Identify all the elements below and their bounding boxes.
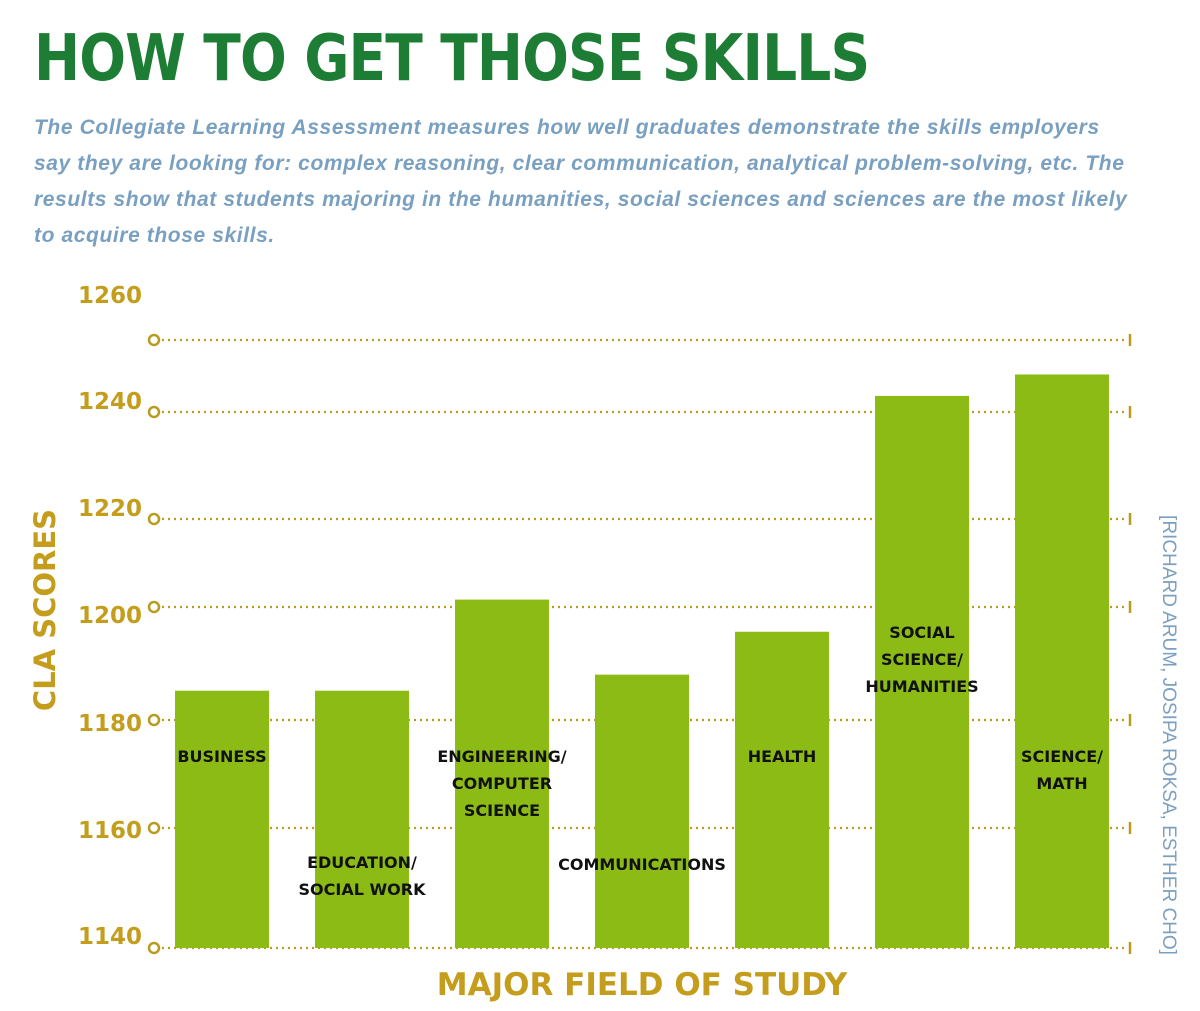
y-tick-label: 1140 [78, 924, 142, 950]
bar [175, 690, 269, 948]
chart-title: HOW TO GET THOSE SKILLS [34, 22, 870, 96]
bar-labels: BUSINESS EDUCATION/SOCIAL WORKENGINEERING… [177, 623, 1103, 899]
gridline-start-marker [147, 600, 161, 614]
gridline-start-marker [147, 941, 161, 955]
bar-category-label: SCIENCE/MATH [1021, 747, 1103, 793]
bar-category-label: COMMUNICATIONS [558, 855, 726, 874]
bar [455, 599, 549, 948]
gridline-start-marker [147, 512, 161, 526]
y-tick-label: 1260 [78, 283, 142, 309]
gridline-start-marker [147, 713, 161, 727]
y-tick-labels: 1140 1160 1180 1200 1220 1240 1260 [78, 283, 142, 950]
bar [595, 674, 689, 948]
bar-category-label: BUSINESS [177, 747, 266, 766]
bar [1015, 374, 1109, 949]
bar-category-label: EDUCATION/SOCIAL WORK [299, 853, 427, 899]
bar-category-label: HEALTH [748, 747, 817, 766]
bar [875, 395, 969, 948]
chart-subtitle: The Collegiate Learning Assessment measu… [34, 116, 1128, 247]
x-axis-label: MAJOR FIELD OF STUDY [437, 967, 848, 1003]
bars [175, 374, 1109, 949]
y-tick-label: 1220 [78, 496, 142, 522]
bar [315, 690, 409, 948]
bar-category-label: ENGINEERING/COMPUTER SCIENCE [437, 747, 566, 820]
y-tick-label: 1180 [78, 711, 142, 737]
gridline-start-marker [147, 333, 161, 347]
y-tick-label: 1240 [78, 389, 142, 415]
y-tick-label: 1200 [78, 603, 142, 629]
y-axis-label: CLA SCORES [28, 509, 62, 711]
gridline-start-marker [147, 821, 161, 835]
y-tick-label: 1160 [78, 818, 142, 844]
bar-category-label: SOCIAL SCIENCE/HUMANITIES [865, 623, 978, 696]
gridline-start-marker [147, 405, 161, 419]
bar [735, 631, 829, 948]
